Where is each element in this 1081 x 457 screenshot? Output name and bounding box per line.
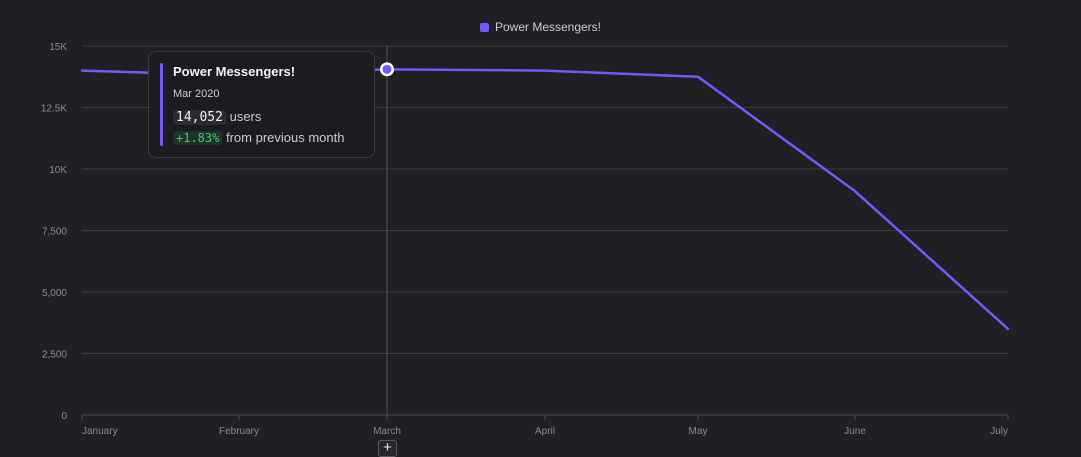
tooltip-change: +1.83% <box>173 131 223 145</box>
tooltip-series-bar <box>160 63 163 146</box>
x-tick-label: February <box>219 426 259 437</box>
x-tick-label: March <box>373 426 401 437</box>
tooltip-value-row: 14,052 users <box>173 107 362 128</box>
tooltip-value: 14,052 <box>173 110 226 125</box>
tooltip-change-suffix: from previous month <box>225 130 345 145</box>
add-annotation-button[interactable]: + <box>378 440 397 457</box>
y-tick-label: 15K <box>49 42 67 53</box>
y-tick-label: 12.5K <box>41 104 67 115</box>
x-tick-label: July <box>990 426 1008 437</box>
tooltip-date: Mar 2020 <box>173 88 220 100</box>
legend-label: Power Messengers! <box>494 20 602 34</box>
highlight-point[interactable] <box>382 64 392 74</box>
x-tick-label: January <box>82 426 118 437</box>
y-tick-label: 0 <box>61 411 67 422</box>
plus-icon: + <box>383 439 392 456</box>
tooltip-title: Power Messengers! <box>173 64 296 79</box>
y-tick-label: 10K <box>49 165 67 176</box>
y-tick-label: 5,000 <box>42 288 67 299</box>
chart-legend[interactable]: Power Messengers! <box>0 20 1081 34</box>
y-tick-label: 2,500 <box>42 350 67 361</box>
x-tick-label: May <box>689 426 708 437</box>
x-tick-label: April <box>535 426 555 437</box>
chart-tooltip: Power Messengers! Mar 2020 14,052 users … <box>148 51 375 158</box>
tooltip-value-suffix: users <box>229 109 262 124</box>
tooltip-change-row: +1.83% from previous month <box>173 128 362 148</box>
y-tick-label: 7,500 <box>42 227 67 238</box>
legend-swatch <box>479 22 489 32</box>
x-tick-label: June <box>844 426 866 437</box>
